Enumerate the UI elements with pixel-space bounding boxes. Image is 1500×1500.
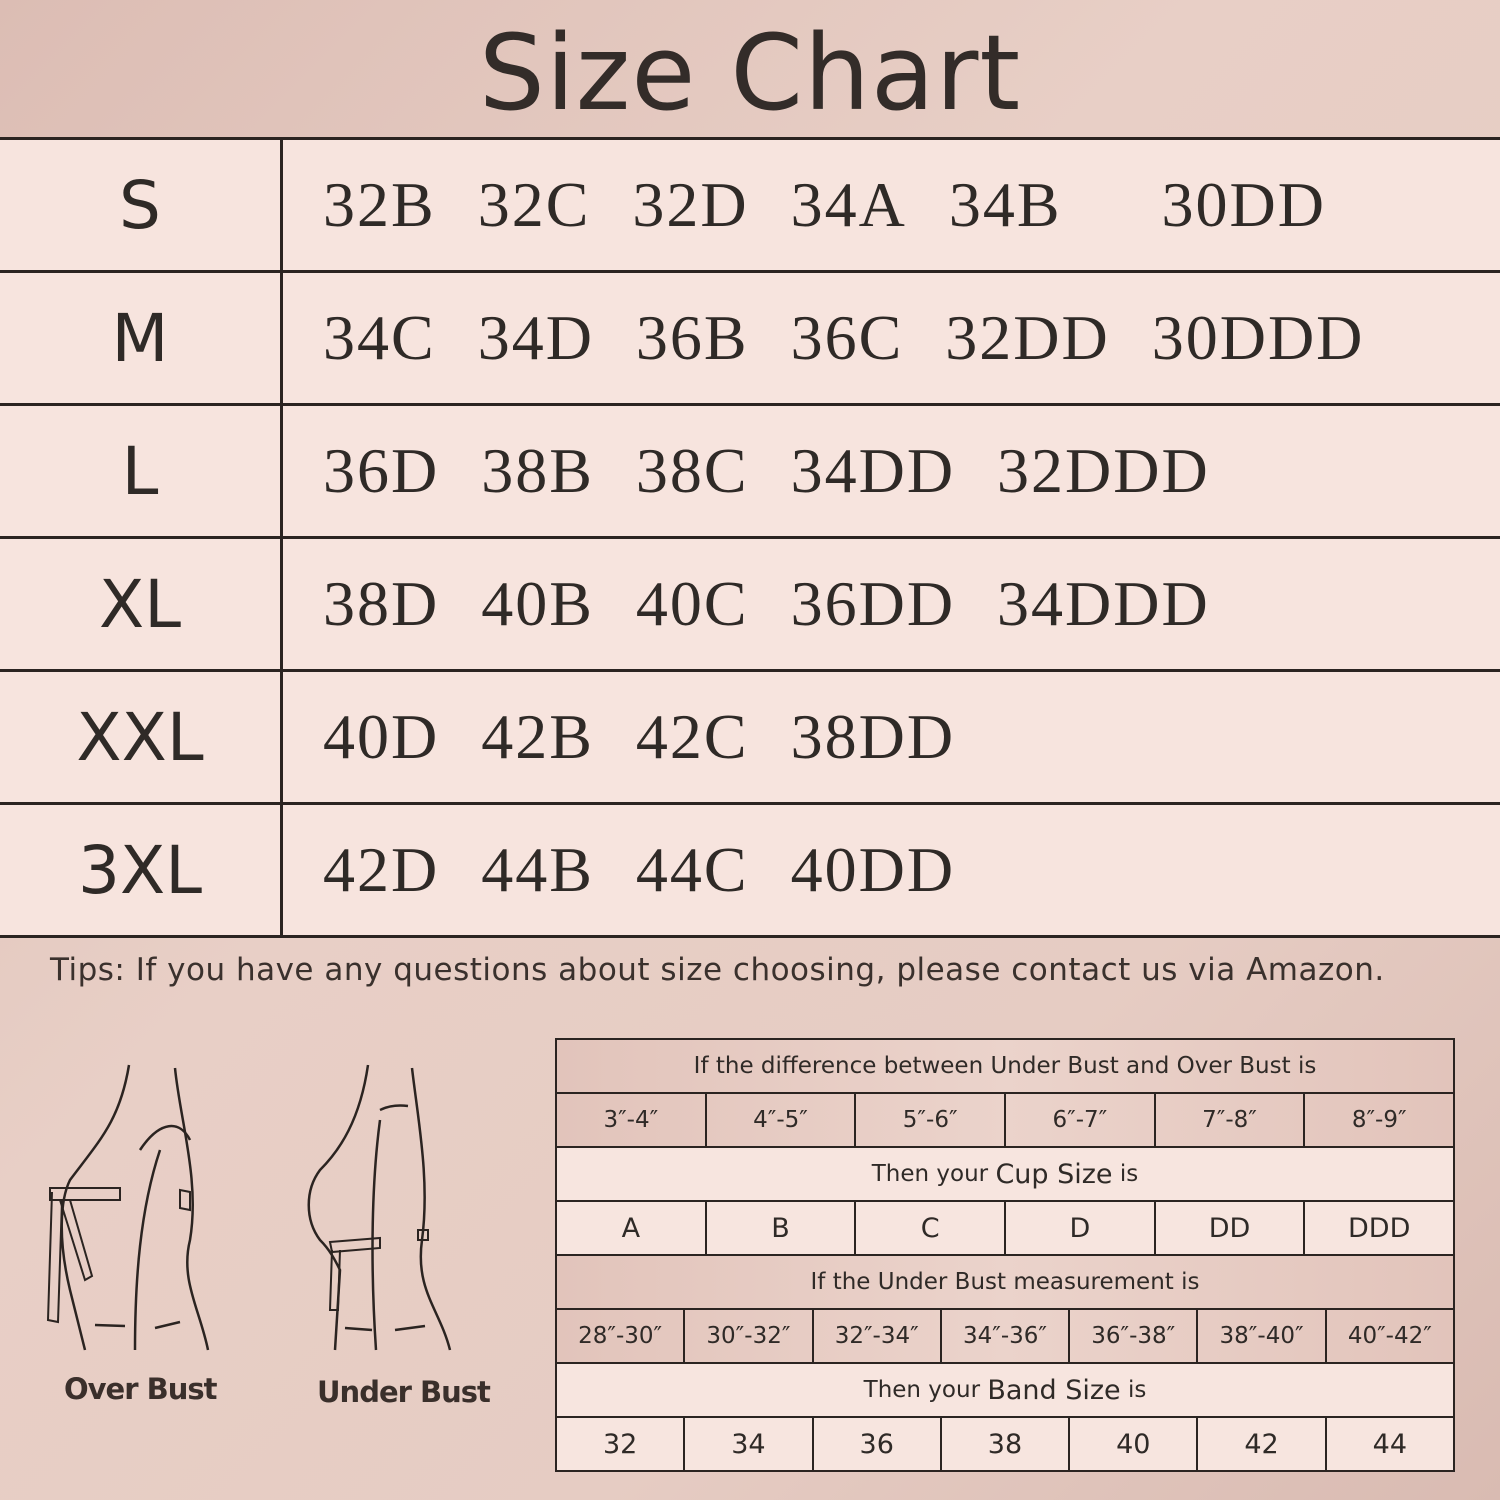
under-header-row: If the Under Bust measurement is <box>557 1256 1453 1310</box>
band-cup-size: 38C <box>635 435 749 506</box>
band-cell: 32 <box>557 1418 686 1470</box>
size-values: 42D 44B 44C 40DD <box>283 833 955 907</box>
under-bust-cell: 38″-40″ <box>1198 1310 1327 1362</box>
band-cup-size: 40B <box>481 568 594 639</box>
band-cup-size: 34D <box>477 302 594 373</box>
under-bust-label: Under Bust <box>317 1375 491 1409</box>
difference-cell: 5″-6″ <box>856 1094 1007 1146</box>
band-cup-size: 36DD <box>790 568 956 639</box>
size-row: L 36D 38B 38C 34DD 32DDD <box>0 406 1500 539</box>
band-row: 32 34 36 38 40 42 44 <box>557 1418 1453 1470</box>
band-header-pre: Then your <box>863 1377 988 1403</box>
band-cup-size: 40D <box>323 701 440 772</box>
band-cup-size: 44C <box>635 834 749 905</box>
under-header: If the Under Bust measurement is <box>810 1269 1200 1295</box>
band-cell: 36 <box>814 1418 942 1470</box>
cup-cell: B <box>707 1202 857 1254</box>
cup-row: A B C D DD DDD <box>557 1202 1453 1256</box>
band-cup-size: 38B <box>481 435 594 506</box>
tips-text: Tips: If you have any questions about si… <box>50 952 1385 988</box>
size-label: 3XL <box>0 805 283 935</box>
over-bust-illustration <box>46 1064 210 1351</box>
size-row: 3XL 42D 44B 44C 40DD <box>0 805 1500 938</box>
size-row: S 32B 32C 32D 34A 34B 30DD <box>0 140 1500 273</box>
difference-cell: 8″-9″ <box>1351 1107 1407 1133</box>
band-cup-size: 36C <box>790 302 904 373</box>
band-cell: 38 <box>942 1418 1071 1470</box>
difference-row: 3″-4″ 4″-5″ 5″-6″ 6″-7″ 7″-8″ 8″-9″ <box>557 1094 1453 1148</box>
size-table: S 32B 32C 32D 34A 34B 30DD M 34C 34D 36B 36C 32DD 30D… <box>0 137 1500 938</box>
size-label: XXL <box>0 672 283 802</box>
band-cup-size: 34B <box>948 169 1062 240</box>
band-cup-size: 32DDD <box>997 435 1210 506</box>
measurement-guide-table: If the difference between Under Bust and… <box>555 1038 1455 1472</box>
band-cup-size: 38D <box>323 568 440 639</box>
under-bust-cell: 40″-42″ <box>1347 1323 1432 1349</box>
under-bust-cell: 36″-38″ <box>1070 1310 1199 1362</box>
under-bust-cell: 30″-32″ <box>685 1310 814 1362</box>
size-values: 34C 34D 36B 36C 32DD 30DDD <box>283 301 1364 375</box>
band-cup-size: 32D <box>632 169 749 240</box>
cup-header-pre: Then your <box>871 1161 996 1187</box>
band-cup-size: 40DD <box>790 834 956 905</box>
size-label: M <box>0 273 283 403</box>
size-label: L <box>0 406 283 536</box>
cup-cell: D <box>1006 1202 1156 1254</box>
size-values: 38D 40B 40C 36DD 34DDD <box>283 567 1210 641</box>
under-bust-illustration <box>307 1064 452 1351</box>
cup-cell: A <box>557 1202 707 1254</box>
band-cup-size: 36B <box>635 302 749 373</box>
under-bust-cell: 34″-36″ <box>942 1310 1071 1362</box>
difference-cell: 4″-5″ <box>707 1094 857 1146</box>
cup-cell: C <box>856 1202 1007 1254</box>
band-cup-size: 34A <box>790 169 907 240</box>
band-cup-size: 34DD <box>790 435 956 506</box>
band-cell: 40 <box>1070 1418 1199 1470</box>
under-bust-cell: 28″-30″ <box>557 1310 686 1362</box>
band-cup-size: 38DD <box>790 701 956 772</box>
page-title: Size Chart <box>478 12 1022 134</box>
band-header-row: Then your Band Size is <box>557 1364 1453 1418</box>
band-cup-size: 42B <box>481 701 594 772</box>
band-cup-size: 32C <box>477 169 591 240</box>
difference-header-row: If the difference between Under Bust and… <box>557 1040 1453 1094</box>
cup-header-em: Cup Size <box>995 1158 1113 1190</box>
band-cup-size: 44B <box>481 834 594 905</box>
band-cup-size: 32B <box>323 169 436 240</box>
size-values: 40D 42B 42C 38DD <box>283 700 955 774</box>
band-cell: 42 <box>1198 1418 1327 1470</box>
cup-cell: DD <box>1156 1202 1306 1254</box>
under-bust-row: 28″-30″ 30″-32″ 32″-34″ 34″-36″ 36″-38″ 38″-4… <box>557 1310 1453 1364</box>
difference-cell: 3″-4″ <box>557 1094 707 1146</box>
cup-header-post: is <box>1112 1161 1139 1187</box>
size-row: M 34C 34D 36B 36C 32DD 30DDD <box>0 273 1500 406</box>
difference-cell: 7″-8″ <box>1156 1094 1306 1146</box>
cup-cell: DDD <box>1348 1212 1411 1244</box>
band-cup-size: 30DDD <box>1151 302 1365 373</box>
band-cup-size: 34C <box>323 302 436 373</box>
difference-cell: 6″-7″ <box>1006 1094 1156 1146</box>
size-label: S <box>0 140 283 270</box>
size-row: XXL 40D 42B 42C 38DD <box>0 672 1500 805</box>
band-cell: 44 <box>1372 1428 1407 1460</box>
size-values: 32B 32C 32D 34A 34B 30DD <box>283 168 1326 242</box>
band-cup-size: 40C <box>635 568 749 639</box>
band-cup-size: 30DD <box>1161 169 1326 240</box>
size-row: XL 38D 40B 40C 36DD 34DDD <box>0 539 1500 672</box>
band-header-post: is <box>1120 1377 1147 1403</box>
difference-header: If the difference between Under Bust and… <box>693 1053 1317 1079</box>
band-cup-size: 36D <box>323 435 440 506</box>
band-cup-size: 32DD <box>945 302 1110 373</box>
band-cup-size: 34DDD <box>997 568 1210 639</box>
band-cell: 34 <box>685 1418 814 1470</box>
over-bust-label: Over Bust <box>64 1372 217 1406</box>
size-values: 36D 38B 38C 34DD 32DDD <box>283 434 1210 508</box>
band-cup-size: 42C <box>635 701 749 772</box>
under-bust-cell: 32″-34″ <box>814 1310 942 1362</box>
size-label: XL <box>0 539 283 669</box>
band-cup-size: 42D <box>323 834 440 905</box>
cup-header-row: Then your Cup Size is <box>557 1148 1453 1202</box>
band-header-em: Band Size <box>987 1374 1121 1406</box>
